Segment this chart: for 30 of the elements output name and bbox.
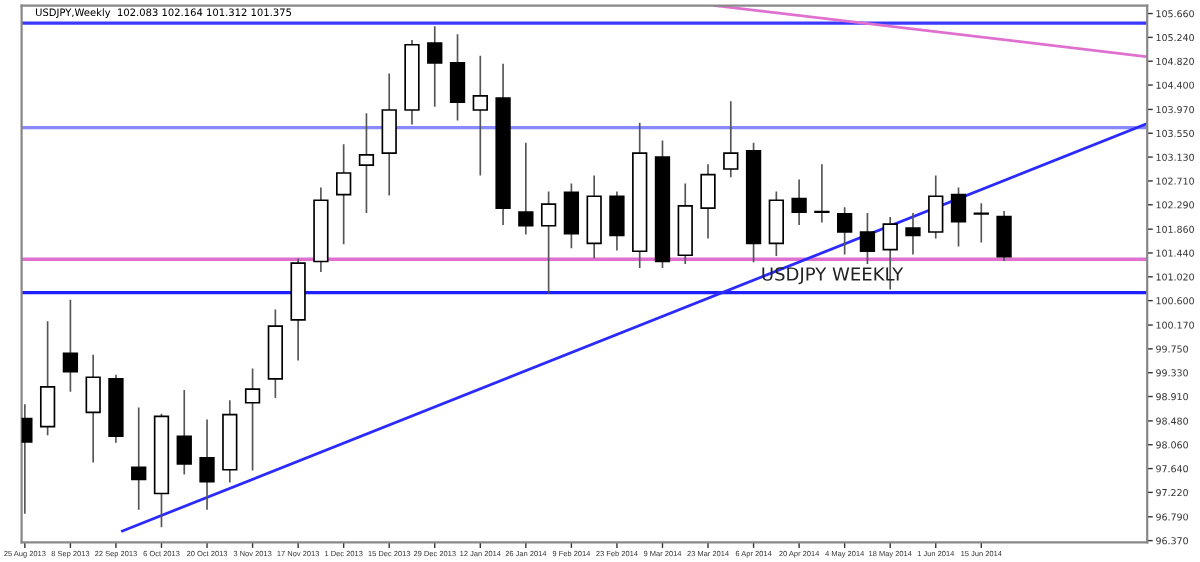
candlestick (723, 101, 739, 178)
candlestick (39, 321, 56, 436)
candlestick (700, 164, 716, 239)
candlestick (563, 183, 580, 249)
candlestick (472, 55, 488, 176)
candlestick (518, 142, 534, 235)
candlestick (381, 73, 397, 196)
candlestick (358, 113, 375, 213)
candlestick (335, 144, 352, 245)
candlestick (996, 211, 1012, 262)
candlestick (836, 207, 853, 255)
candlestick (176, 390, 192, 475)
candlestick (905, 213, 921, 255)
candlestick (449, 34, 466, 121)
candlestick (540, 191, 557, 294)
candlestick (85, 354, 101, 463)
candlestick (950, 187, 967, 247)
candlestick (427, 26, 443, 107)
candlestick (244, 368, 261, 471)
candlestick (62, 299, 79, 392)
candlestick (928, 175, 944, 239)
candlestick (814, 164, 830, 223)
candlestick (973, 203, 989, 243)
candlestick (791, 179, 807, 225)
candlestick (199, 419, 215, 510)
candlestick (586, 175, 602, 259)
candlestick (131, 407, 147, 510)
candlestick (859, 213, 876, 265)
candlestick (609, 191, 625, 251)
candlestick (768, 191, 785, 257)
